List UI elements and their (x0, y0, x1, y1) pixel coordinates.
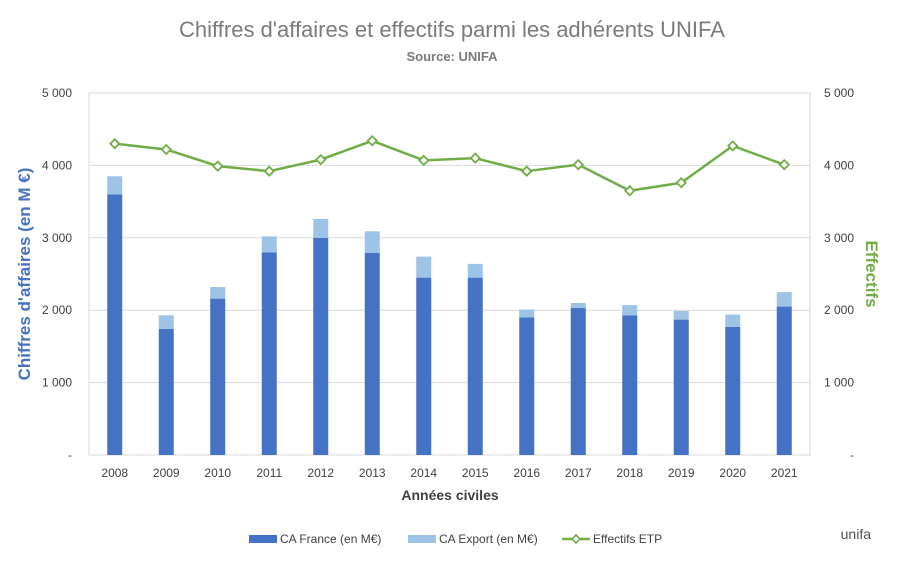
legend-swatch (249, 535, 277, 543)
marker-effectifs (211, 160, 224, 172)
bar-ca-export (210, 287, 226, 299)
bar-ca-france (364, 253, 380, 455)
x-tick-label: 2008 (101, 466, 128, 480)
marker-effectifs (572, 158, 585, 171)
bar-ca-france (673, 319, 689, 455)
bar-ca-france (158, 329, 174, 455)
x-tick-label: 2014 (410, 466, 437, 480)
y-tick-label-left: 1 000 (42, 376, 72, 390)
brand-watermark: unifa (841, 526, 872, 542)
chart-title: Chiffres d'affaires et effectifs parmi l… (179, 17, 725, 42)
bar-ca-france (261, 252, 277, 455)
y-tick-label-left: - (68, 448, 72, 462)
bar-ca-export (416, 256, 432, 278)
bar-ca-export (261, 236, 277, 253)
x-tick-label: 2010 (204, 466, 231, 480)
bar-ca-france (313, 237, 329, 455)
bar-ca-france (519, 317, 535, 455)
y-tick-label-left: 3 000 (42, 231, 72, 245)
bar-ca-export (725, 314, 741, 327)
x-tick-label: 2013 (359, 466, 386, 480)
legend-label: CA Export (en M€) (439, 532, 538, 546)
marker-effectifs (520, 165, 533, 177)
bar-ca-export (570, 302, 586, 309)
y-tick-label-right: 3 000 (824, 231, 854, 245)
x-tick-label: 2021 (771, 466, 798, 480)
bar-ca-export (467, 263, 483, 278)
x-tick-label: 2009 (153, 466, 180, 480)
bar-ca-export (776, 292, 792, 307)
line-series (108, 135, 791, 197)
bar-ca-france (622, 315, 638, 455)
bars (107, 176, 792, 456)
x-tick-label: 2012 (307, 466, 334, 480)
bar-ca-export (313, 218, 329, 238)
bar-ca-france (776, 306, 792, 455)
bar-ca-export (158, 315, 174, 330)
marker-effectifs (675, 177, 688, 189)
bar-ca-export (107, 176, 123, 195)
marker-effectifs (778, 158, 791, 171)
x-tick-label: 2016 (513, 466, 540, 480)
x-tick-label: 2011 (256, 466, 282, 480)
legend-marker (570, 533, 582, 545)
marker-effectifs (314, 153, 327, 166)
marker-effectifs (623, 184, 636, 197)
y-tick-label-right: 4 000 (824, 158, 854, 172)
plot-area-border (88, 92, 811, 456)
bar-ca-france (467, 277, 483, 455)
x-axis-ticks: 2008 2009 2010 2011 2012 2013 2014 2015 2016 2017… (101, 466, 798, 480)
bar-ca-france (570, 308, 586, 455)
marker-effectifs (263, 165, 276, 177)
x-tick-label: 2019 (668, 466, 695, 480)
y-tick-label-left: 4 000 (42, 158, 72, 172)
y-tick-label-left: 5 000 (42, 86, 72, 100)
line-effectifs-etp (114, 139, 785, 192)
marker-effectifs (417, 154, 430, 167)
legend: CA France (en M€) CA Export (en M€) Effect… (249, 532, 662, 546)
marker-effectifs (160, 143, 173, 156)
legend-swatch (408, 535, 436, 543)
x-axis-label: Années civiles (401, 487, 498, 503)
y-axis-right-ticks: - 1 000 2 000 3 000 4 000 5 000 (824, 86, 854, 462)
y-axis-left-ticks: - 1 000 2 000 3 000 4 000 5 000 (42, 86, 72, 462)
y-tick-label-right: - (850, 448, 854, 462)
bar-ca-france (210, 298, 226, 455)
y-axis-right-label: Effectifs (862, 240, 881, 307)
x-tick-label: 2020 (719, 466, 746, 480)
x-tick-label: 2018 (616, 466, 643, 480)
bar-ca-export (364, 231, 380, 254)
bar-ca-export (622, 305, 638, 316)
gridlines (89, 164, 810, 384)
bar-ca-france (107, 194, 123, 456)
marker-effectifs (108, 137, 121, 150)
y-tick-label-right: 2 000 (824, 303, 854, 317)
x-tick-label: 2015 (462, 466, 489, 480)
bar-ca-france (416, 277, 432, 455)
legend-label: CA France (en M€) (280, 532, 381, 546)
y-tick-label-left: 2 000 (42, 303, 72, 317)
y-tick-label-right: 5 000 (824, 86, 854, 100)
legend-label: Effectifs ETP (593, 532, 662, 546)
y-axis-left-label: Chiffres d'affaires (en M €) (15, 168, 34, 381)
bar-ca-export (673, 310, 689, 320)
x-tick-label: 2017 (565, 466, 592, 480)
bar-ca-export (519, 309, 535, 318)
marker-effectifs (726, 140, 739, 152)
marker-effectifs (469, 152, 482, 164)
marker-effectifs (366, 135, 379, 147)
chart-subtitle: Source: UNIFA (406, 49, 498, 64)
y-tick-label-right: 1 000 (824, 376, 854, 390)
bar-ca-france (725, 326, 741, 455)
